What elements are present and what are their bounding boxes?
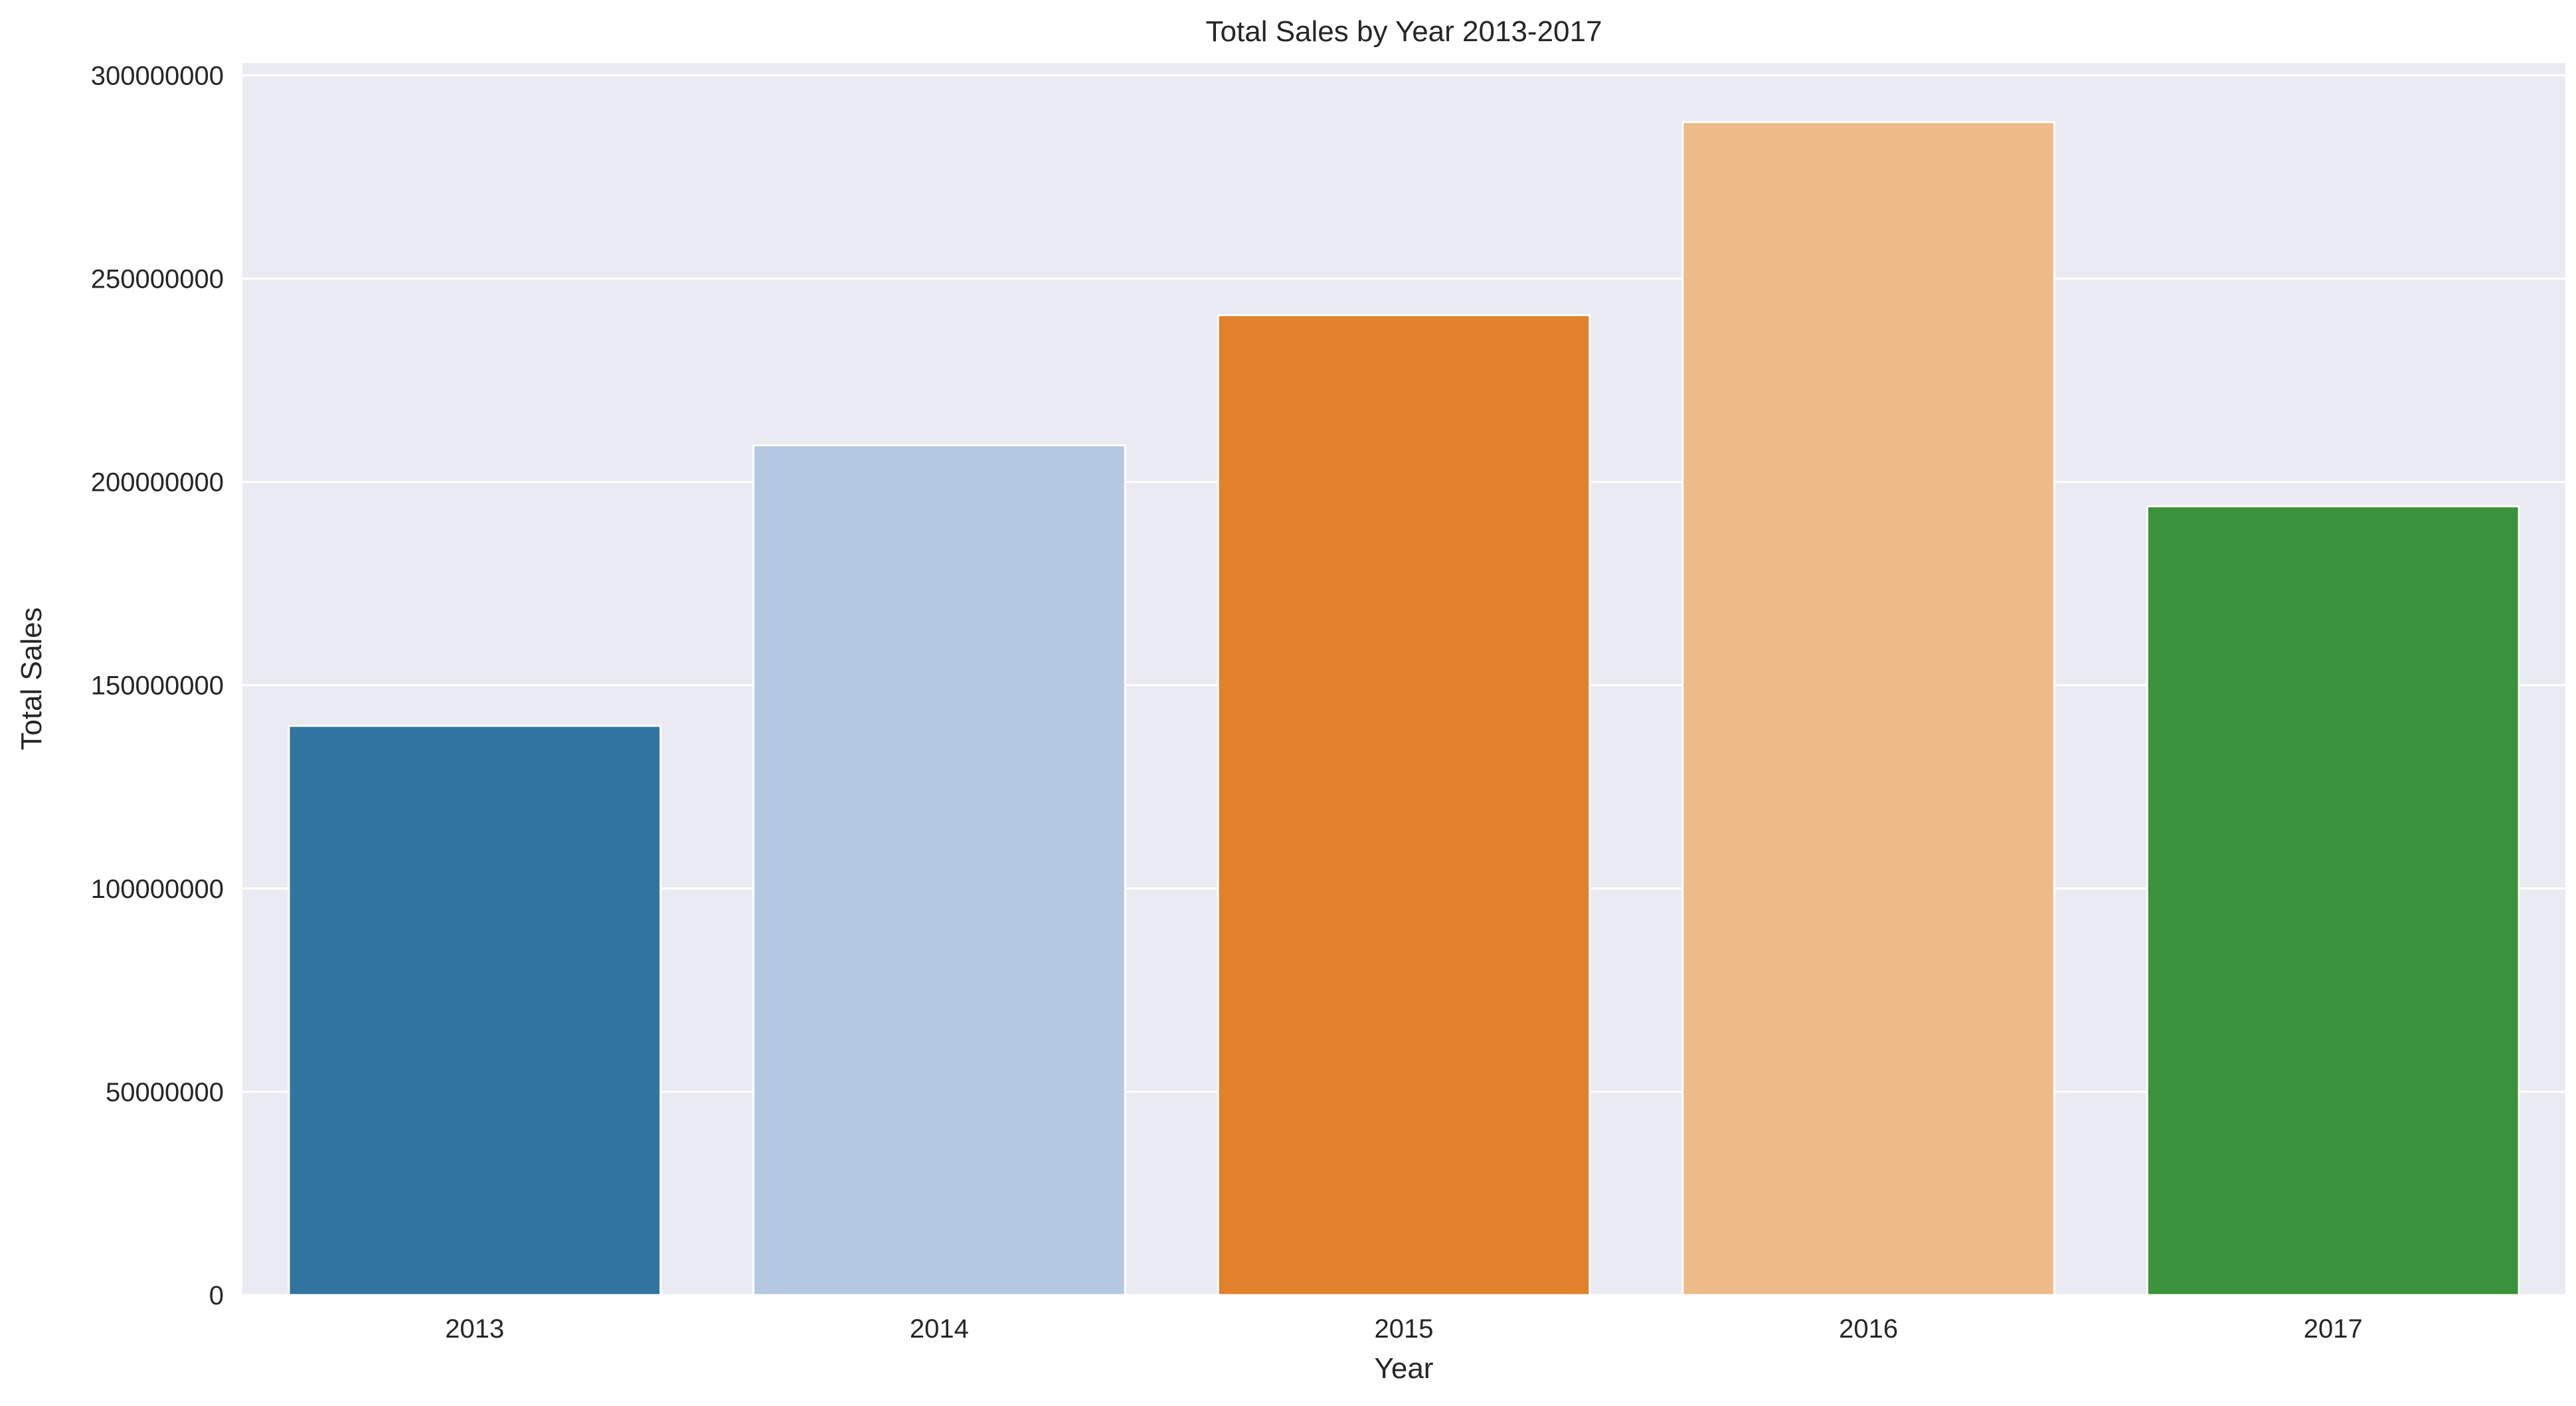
bar-2016: [1681, 121, 2055, 1296]
y-tick-label: 250000000: [91, 264, 224, 294]
x-tick-label: 2015: [1375, 1314, 1434, 1344]
y-tick-label: 50000000: [106, 1078, 224, 1107]
bars: [288, 121, 2520, 1296]
chart-title: Total Sales by Year 2013-2017: [1206, 15, 1602, 48]
y-tick-label: 0: [209, 1281, 224, 1310]
x-tick-label: 2013: [445, 1314, 504, 1344]
x-tick-label: 2017: [2304, 1314, 2363, 1344]
x-tick-label: 2014: [910, 1314, 969, 1344]
y-axis-ticks: 0 50000000 100000000 150000000 200000000 2500…: [91, 61, 224, 1310]
x-tick-label: 2016: [1839, 1314, 1898, 1344]
bar-2014: [752, 444, 1126, 1296]
y-tick-label: 200000000: [91, 468, 224, 497]
y-tick-label: 150000000: [91, 671, 224, 701]
bar-2013: [288, 725, 662, 1296]
y-tick-label: 300000000: [91, 61, 224, 90]
y-tick-label: 100000000: [91, 875, 224, 904]
x-axis-label: Year: [1375, 1352, 1434, 1385]
x-axis-ticks: 2013 2014 2015 2016 2017: [445, 1314, 2362, 1344]
bar-2017: [2146, 505, 2520, 1296]
bar-2015: [1217, 314, 1591, 1296]
y-axis-label: Total Sales: [15, 607, 48, 750]
